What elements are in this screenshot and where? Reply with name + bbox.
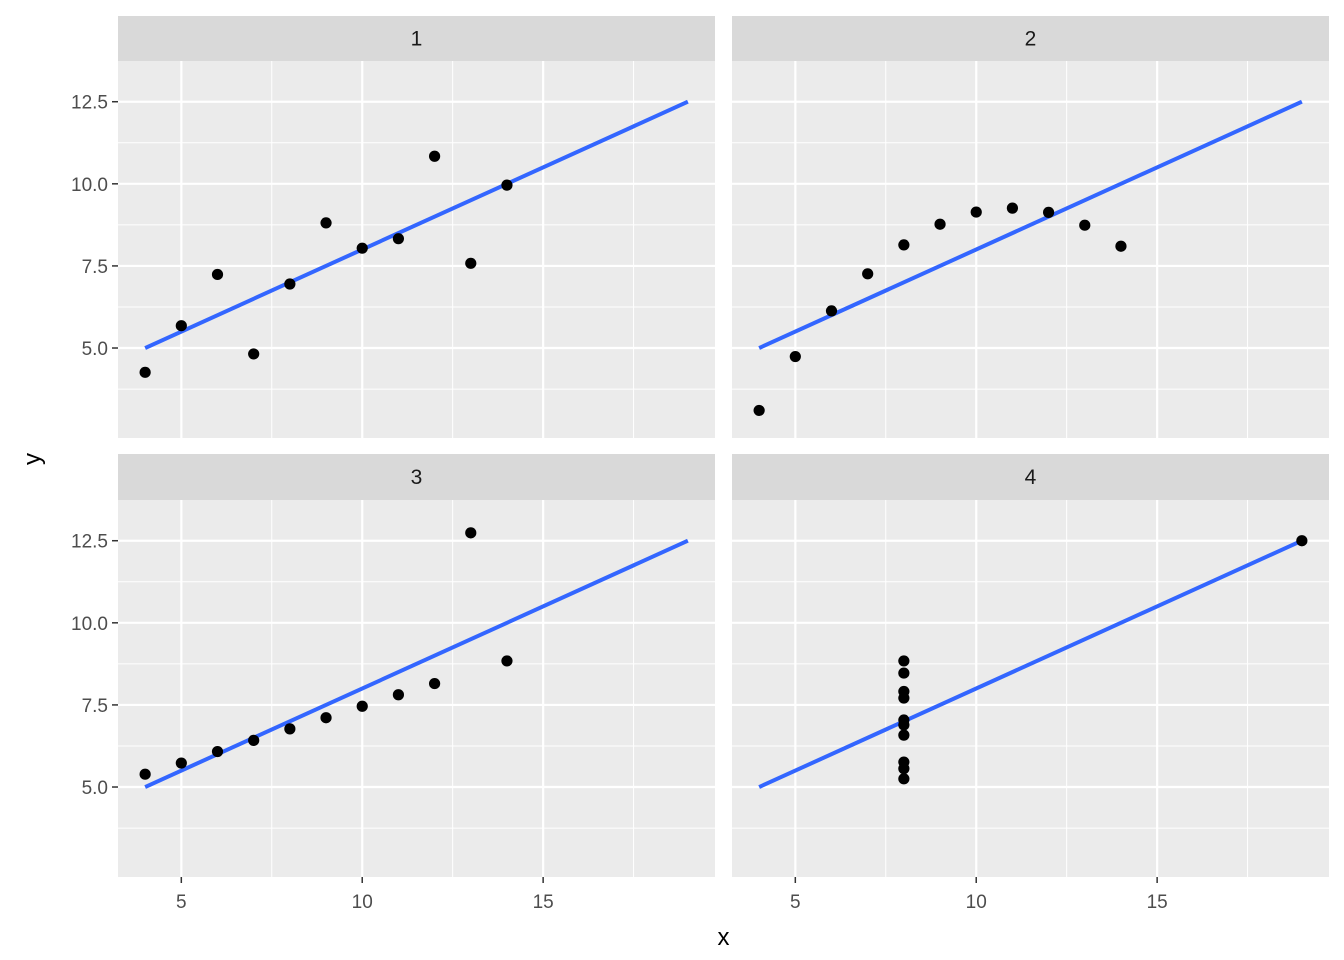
y-tick-label: 12.5 [71,532,108,553]
data-point [934,218,946,230]
data-point [970,206,982,218]
regression-line [758,538,1303,789]
x-axis-title: x [718,924,730,951]
panel-background [118,500,715,877]
panel-background [732,500,1329,877]
data-point [428,150,441,162]
regression-line [144,99,689,350]
facet-strip-label: 1 [411,28,423,51]
data-point [898,729,910,741]
data-point [1079,219,1091,231]
data-point [1296,535,1308,547]
y-tick-label: 5.0 [82,339,108,360]
y-tick-label: 12.5 [71,93,108,114]
facet-strip-label: 4 [1025,466,1037,489]
facet-panel-3: 3 5.0 7.5 10.0 12.5 5 10 15 [71,454,715,913]
y-tick-label: 7.5 [82,257,108,278]
data-point [284,723,296,735]
data-point [175,757,187,769]
data-point [1042,206,1055,218]
data-point [501,655,513,667]
data-point [898,719,910,731]
data-point [465,527,477,539]
x-tick-label: 10 [352,892,373,913]
y-axis-title: y [19,453,46,465]
data-point [211,268,224,281]
data-point [320,217,332,229]
x-tick-label: 5 [790,892,801,913]
data-point [898,685,910,698]
facet-strip [732,454,1329,500]
facet-panel-2: 2 [732,16,1329,438]
data-point [320,712,332,724]
facet-panel-1: 1 5.0 7.5 10.0 12.5 [71,16,715,438]
regression-line [758,99,1303,350]
data-point [862,268,874,280]
data-point [898,763,910,775]
x-tick-label: 5 [176,892,187,913]
data-point [175,320,187,332]
data-point [392,233,405,245]
facet-strip-label: 3 [411,466,423,489]
data-point [898,773,910,785]
data-point [898,239,910,251]
data-point [898,655,910,667]
facet-panel-4: 4 5 10 15 [732,454,1329,913]
facet-strip [118,16,715,61]
data-point [248,734,260,746]
data-point [139,768,151,780]
panel-background [732,61,1329,438]
data-point [789,350,801,363]
y-tick-label: 10.0 [71,175,108,196]
data-point [501,179,513,191]
x-tick-label: 10 [966,892,987,913]
data-point [753,404,765,417]
facet-strip [118,454,715,500]
data-point [356,242,368,254]
data-point [898,667,910,679]
facet-strip [732,16,1329,61]
y-tick-label: 7.5 [82,696,108,717]
data-point [284,278,296,290]
data-point [211,745,224,758]
data-point [139,366,151,378]
facet-strip-label: 2 [1025,28,1037,51]
panel-background [118,61,715,438]
data-point [248,348,260,360]
data-point [465,257,477,269]
data-point [428,677,441,690]
data-point [825,305,838,317]
y-tick-label: 5.0 [82,778,108,799]
regression-line [144,538,689,789]
data-point [1006,202,1019,214]
data-point [392,689,405,701]
data-point [356,700,368,712]
x-tick-label: 15 [1147,892,1168,913]
y-tick-label: 10.0 [71,614,108,635]
data-point [1115,240,1127,252]
x-tick-label: 15 [533,892,554,913]
